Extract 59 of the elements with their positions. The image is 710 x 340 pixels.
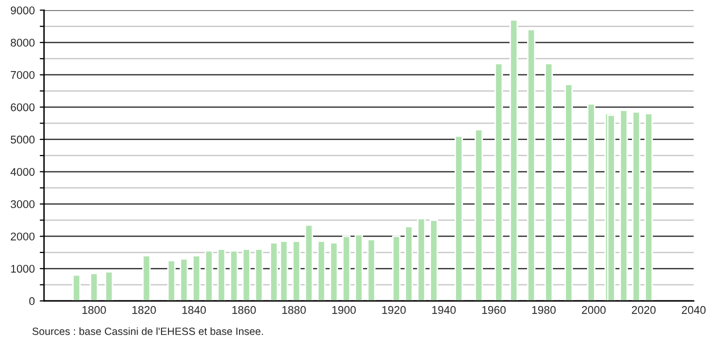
y-tick-label: 0 [29,297,35,306]
bar [330,242,338,301]
bar [474,129,483,301]
bar [72,274,81,301]
bar [454,135,463,301]
y-tick-label: 6000 [10,103,35,112]
x-tick-label: 1980 [532,306,556,314]
bar [230,250,238,301]
y-tick-label: 2000 [10,232,35,240]
bar [304,224,314,301]
bar [620,110,628,301]
x-tick-label: 1940 [432,306,456,314]
bar [217,248,226,301]
x-tick-label: 1900 [332,306,356,314]
bar [90,272,98,301]
bar [167,260,176,301]
bar [644,112,653,301]
x-tick-label: 1840 [182,306,206,314]
x-tick-label: 1800 [82,306,106,314]
bar [180,258,188,301]
bar [430,219,438,301]
x-tick-label: 1860 [232,306,256,314]
x-tick-label: 1820 [132,306,156,314]
x-tick-label: 2020 [632,306,656,314]
x-tick-label: 1960 [482,306,506,314]
bar [417,218,426,301]
y-tick-label: 3000 [10,200,35,208]
x-tick-label: 2040 [682,306,706,314]
bar [142,254,151,301]
x-tick-label: 1880 [282,306,306,314]
y-tick-label: 7000 [10,71,35,79]
bar [342,236,351,301]
bar [367,238,376,301]
bar [607,114,616,301]
x-tick-label: 1920 [382,306,406,314]
bar [242,248,251,301]
bar [632,111,640,301]
bar [354,234,364,301]
y-tick-label: 1000 [11,264,35,273]
source-note: Sources : base Cassini de l'EHESS et base Insee. [32,327,263,336]
y-tick-label: 8000 [10,38,35,47]
bar [494,62,503,301]
bar [317,240,326,301]
bar [587,103,596,301]
y-tick-label: 5000 [10,136,35,144]
bar [510,19,518,301]
x-tick-label: 2000 [582,306,606,314]
bar [392,236,401,301]
bar [527,28,536,301]
bar [204,250,214,301]
y-tick-label: 9000 [10,6,35,14]
bar [254,248,264,301]
bar [192,254,201,301]
bar [292,240,301,301]
bar [544,62,553,301]
bar [404,226,414,301]
y-tick-label: 4000 [10,168,35,176]
bar [104,271,114,301]
bar [564,84,573,301]
